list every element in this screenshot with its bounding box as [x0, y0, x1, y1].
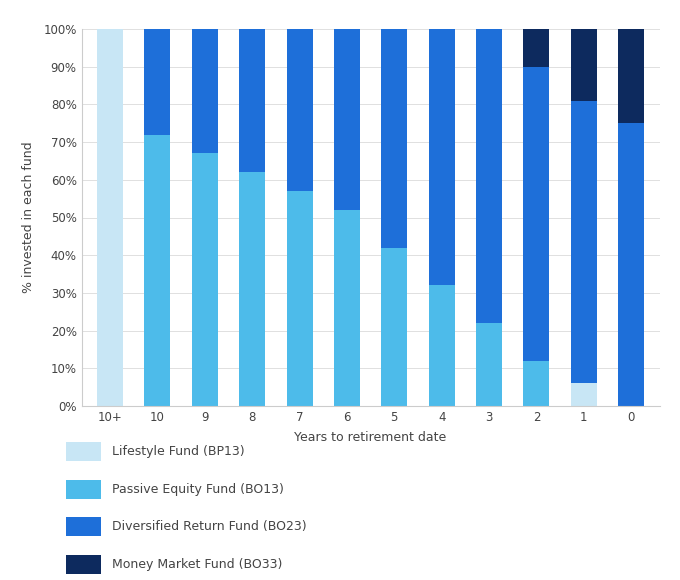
Bar	[144, 135, 171, 406]
Bar	[618, 124, 644, 406]
Bar	[524, 29, 549, 67]
Bar	[571, 29, 597, 101]
Bar	[476, 29, 502, 323]
Bar	[428, 285, 455, 406]
Bar	[571, 101, 597, 383]
Y-axis label: % invested in each fund: % invested in each fund	[22, 142, 35, 293]
FancyBboxPatch shape	[66, 555, 101, 574]
Bar	[239, 172, 265, 406]
Bar	[381, 248, 407, 406]
Bar	[192, 29, 218, 153]
Text: Money Market Fund (BO33): Money Market Fund (BO33)	[112, 558, 283, 571]
Bar	[524, 361, 549, 406]
Text: Passive Equity Fund (BO13): Passive Equity Fund (BO13)	[112, 483, 284, 496]
FancyBboxPatch shape	[66, 517, 101, 536]
Bar	[286, 191, 313, 406]
Bar	[239, 29, 265, 172]
FancyBboxPatch shape	[66, 480, 101, 499]
Bar	[524, 67, 549, 361]
Bar	[618, 29, 644, 124]
Text: Diversified Return Fund (BO23): Diversified Return Fund (BO23)	[112, 520, 307, 533]
Text: Lifestyle Fund (BP13): Lifestyle Fund (BP13)	[112, 445, 245, 458]
Bar	[381, 29, 407, 248]
X-axis label: Years to retirement date: Years to retirement date	[294, 431, 447, 444]
Bar	[192, 153, 218, 406]
Bar	[144, 29, 171, 135]
Bar	[334, 29, 360, 210]
Bar	[286, 29, 313, 191]
Bar	[334, 210, 360, 406]
Bar	[571, 383, 597, 406]
Bar	[476, 323, 502, 406]
Bar	[428, 29, 455, 285]
FancyBboxPatch shape	[66, 442, 101, 461]
Bar	[97, 29, 123, 406]
